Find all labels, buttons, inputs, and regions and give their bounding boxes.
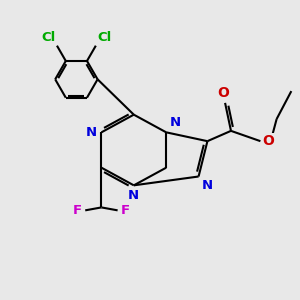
- Text: O: O: [262, 134, 274, 148]
- Text: F: F: [73, 204, 82, 217]
- Text: F: F: [121, 204, 130, 217]
- Text: O: O: [218, 86, 230, 100]
- Text: Cl: Cl: [97, 31, 112, 44]
- Text: N: N: [202, 179, 213, 192]
- Text: N: N: [128, 189, 140, 202]
- Text: Cl: Cl: [41, 31, 56, 44]
- Text: N: N: [170, 116, 181, 129]
- Text: N: N: [86, 126, 97, 139]
